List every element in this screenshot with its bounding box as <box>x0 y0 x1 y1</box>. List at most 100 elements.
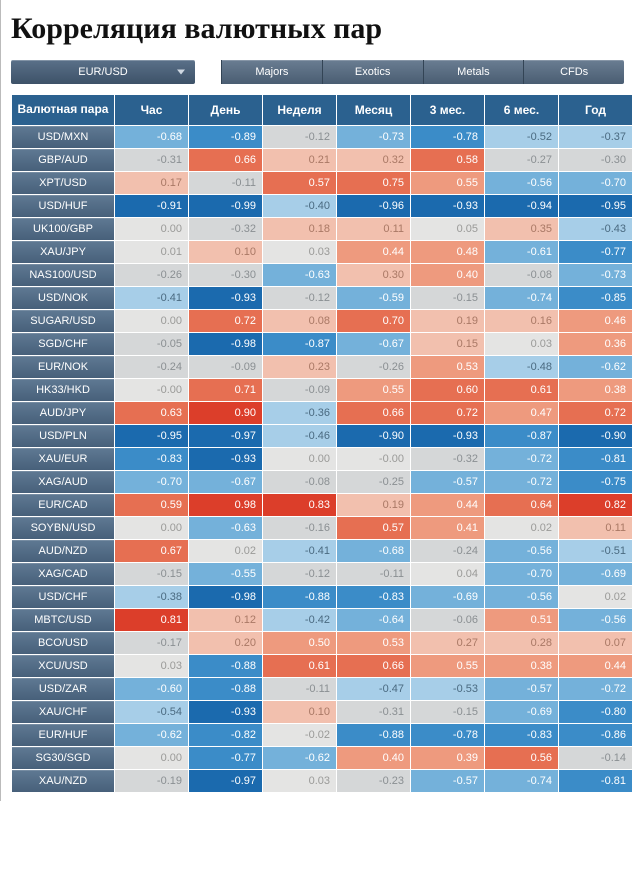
correlation-cell: -0.37 <box>559 126 632 148</box>
correlation-cell: -0.69 <box>559 563 632 585</box>
tab-majors[interactable]: Majors <box>221 60 322 84</box>
pair-label[interactable]: HK33/HKD <box>12 379 114 401</box>
correlation-cell: -0.77 <box>559 241 632 263</box>
col-header-month[interactable]: Месяц <box>337 95 410 125</box>
correlation-cell: -0.72 <box>485 471 558 493</box>
correlation-cell: -0.51 <box>559 540 632 562</box>
pair-label[interactable]: XPT/USD <box>12 172 114 194</box>
correlation-cell: -0.09 <box>263 379 336 401</box>
pair-label[interactable]: XAU/CHF <box>12 701 114 723</box>
correlation-cell: 0.11 <box>559 517 632 539</box>
pair-label[interactable]: XAU/NZD <box>12 770 114 792</box>
correlation-cell: -0.78 <box>411 126 484 148</box>
table-row: EUR/HUF-0.62-0.82-0.02-0.88-0.78-0.83-0.… <box>12 724 632 746</box>
table-row: XAG/CAD-0.15-0.55-0.12-0.110.04-0.70-0.6… <box>12 563 632 585</box>
correlation-cell: -0.06 <box>411 609 484 631</box>
correlation-cell: 0.72 <box>559 402 632 424</box>
correlation-cell: -0.91 <box>115 195 188 217</box>
pair-label[interactable]: AUD/NZD <box>12 540 114 562</box>
pair-label[interactable]: UK100/GBP <box>12 218 114 240</box>
pair-label[interactable]: XAG/CAD <box>12 563 114 585</box>
pair-label[interactable]: SGD/CHF <box>12 333 114 355</box>
col-header-6m[interactable]: 6 мес. <box>485 95 558 125</box>
pair-label[interactable]: XCU/USD <box>12 655 114 677</box>
pair-label[interactable]: GBP/AUD <box>12 149 114 171</box>
correlation-cell: -0.02 <box>263 724 336 746</box>
correlation-cell: -0.56 <box>559 609 632 631</box>
pair-label[interactable]: USD/CHF <box>12 586 114 608</box>
correlation-cell: -0.67 <box>189 471 262 493</box>
pair-label[interactable]: EUR/CAD <box>12 494 114 516</box>
correlation-cell: -0.26 <box>115 264 188 286</box>
correlation-cell: -0.72 <box>559 678 632 700</box>
correlation-cell: 0.23 <box>263 356 336 378</box>
table-row: USD/NOK-0.41-0.93-0.12-0.59-0.15-0.74-0.… <box>12 287 632 309</box>
pair-label[interactable]: MBTC/USD <box>12 609 114 631</box>
correlation-cell: 0.51 <box>485 609 558 631</box>
pair-label[interactable]: EUR/HUF <box>12 724 114 746</box>
correlation-cell: 0.56 <box>485 747 558 769</box>
correlation-cell: -0.62 <box>115 724 188 746</box>
correlation-cell: -0.48 <box>485 356 558 378</box>
correlation-cell: -0.97 <box>189 770 262 792</box>
pair-label[interactable]: SG30/SGD <box>12 747 114 769</box>
correlation-cell: -0.11 <box>189 172 262 194</box>
correlation-cell: -0.63 <box>263 264 336 286</box>
pair-label[interactable]: BCO/USD <box>12 632 114 654</box>
correlation-cell: 0.04 <box>411 563 484 585</box>
pair-label[interactable]: EUR/NOK <box>12 356 114 378</box>
correlation-cell: -0.24 <box>115 356 188 378</box>
filter-toolbar: EUR/USD Majors Exotics Metals CFDs <box>11 60 624 84</box>
pair-label[interactable]: USD/NOK <box>12 287 114 309</box>
table-row: XAU/CHF-0.54-0.930.10-0.31-0.15-0.69-0.8… <box>12 701 632 723</box>
correlation-cell: -0.11 <box>337 563 410 585</box>
correlation-cell: -0.41 <box>263 540 336 562</box>
correlation-cell: -0.40 <box>263 195 336 217</box>
correlation-table: Валютная пара Час День Неделя Месяц 3 ме… <box>11 94 633 793</box>
correlation-cell: -0.74 <box>485 770 558 792</box>
correlation-cell: 0.38 <box>559 379 632 401</box>
table-header-row: Валютная пара Час День Неделя Месяц 3 ме… <box>12 95 632 125</box>
correlation-cell: -0.83 <box>115 448 188 470</box>
table-row: SG30/SGD0.00-0.77-0.620.400.390.56-0.14 <box>12 747 632 769</box>
correlation-cell: -0.46 <box>263 425 336 447</box>
correlation-cell: 0.03 <box>263 770 336 792</box>
correlation-cell: -0.09 <box>189 356 262 378</box>
pair-label[interactable]: AUD/JPY <box>12 402 114 424</box>
pair-label[interactable]: NAS100/USD <box>12 264 114 286</box>
correlation-cell: 0.63 <box>115 402 188 424</box>
tab-cfds[interactable]: CFDs <box>523 60 624 84</box>
correlation-cell: 0.01 <box>115 241 188 263</box>
correlation-cell: -0.12 <box>263 287 336 309</box>
pair-label[interactable]: USD/MXN <box>12 126 114 148</box>
correlation-cell: 0.47 <box>485 402 558 424</box>
correlation-cell: -0.12 <box>263 126 336 148</box>
pair-label[interactable]: XAG/AUD <box>12 471 114 493</box>
pair-label[interactable]: XAU/EUR <box>12 448 114 470</box>
pair-label[interactable]: USD/ZAR <box>12 678 114 700</box>
col-header-3m[interactable]: 3 мес. <box>411 95 484 125</box>
pair-label[interactable]: XAU/JPY <box>12 241 114 263</box>
correlation-cell: 0.27 <box>411 632 484 654</box>
col-header-year[interactable]: Год <box>559 95 632 125</box>
col-header-pair[interactable]: Валютная пара <box>12 95 114 125</box>
pair-dropdown[interactable]: EUR/USD <box>11 60 195 84</box>
correlation-cell: 0.98 <box>189 494 262 516</box>
pair-label[interactable]: USD/PLN <box>12 425 114 447</box>
correlation-cell: -0.56 <box>485 586 558 608</box>
table-row: UK100/GBP0.00-0.320.180.110.050.35-0.43 <box>12 218 632 240</box>
col-header-week[interactable]: Неделя <box>263 95 336 125</box>
correlation-cell: 0.81 <box>115 609 188 631</box>
tab-exotics[interactable]: Exotics <box>322 60 423 84</box>
pair-label[interactable]: SOYBN/USD <box>12 517 114 539</box>
pair-label[interactable]: SUGAR/USD <box>12 310 114 332</box>
correlation-cell: 0.07 <box>559 632 632 654</box>
tab-metals[interactable]: Metals <box>423 60 524 84</box>
pair-label[interactable]: USD/HUF <box>12 195 114 217</box>
col-header-day[interactable]: День <box>189 95 262 125</box>
correlation-cell: -0.05 <box>115 333 188 355</box>
correlation-cell: 0.90 <box>189 402 262 424</box>
col-header-hour[interactable]: Час <box>115 95 188 125</box>
correlation-cell: -0.17 <box>115 632 188 654</box>
correlation-cell: 0.40 <box>337 747 410 769</box>
